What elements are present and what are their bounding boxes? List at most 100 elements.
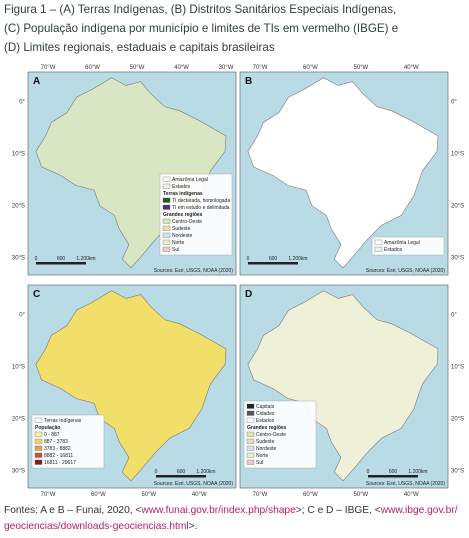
scale-label: 1.200km xyxy=(408,469,427,475)
legend-label: TI em estudo e delimitada xyxy=(172,205,230,211)
legend-box xyxy=(31,414,105,469)
legend-label: Estados xyxy=(384,247,403,253)
legend-swatch xyxy=(246,445,255,451)
caption-line: (D) Limites regionais, estaduais e capit… xyxy=(4,41,275,54)
caption-line: (C) População indígena por município e l… xyxy=(4,22,398,35)
legend-swatch xyxy=(162,197,171,203)
legend-label: Norte xyxy=(256,453,268,459)
scale-label: 600 xyxy=(57,256,66,262)
scale-label: 0 xyxy=(155,469,158,475)
latitude-label: 10°S xyxy=(451,152,464,158)
longitude-label: 40°W xyxy=(192,492,207,498)
longitude-label: 30°W xyxy=(219,65,234,71)
longitude-label: 40°W xyxy=(404,65,419,71)
legend-heading: Terras indígenas xyxy=(163,191,203,197)
legend-label: Amazônia Legal xyxy=(172,177,208,183)
latitude-label: 20°S xyxy=(451,417,464,423)
source-link[interactable]: www.ibge.gov.br/ xyxy=(380,505,458,516)
longitude-label: 60°W xyxy=(303,492,318,498)
latitude-label: 30°S xyxy=(451,469,464,475)
map-credit: Sources: Esri, USGS, NOAA (2020) xyxy=(154,481,234,487)
legend-label: Capitais xyxy=(256,404,275,410)
scale-label: 1.200km xyxy=(196,469,215,475)
legend-swatch xyxy=(246,452,255,458)
longitude-label: 70°W xyxy=(253,492,268,498)
latitude-label: 30°S xyxy=(12,469,25,475)
legend-box xyxy=(243,400,317,469)
source-line: geociencias/downloads-geociencias.html>. xyxy=(4,521,197,532)
legend-swatch xyxy=(162,232,171,238)
legend-label: Centro-Oeste xyxy=(172,219,202,225)
legend-swatch xyxy=(162,183,171,189)
legend-swatch xyxy=(34,452,43,458)
legend-swatch xyxy=(374,239,383,245)
legend-label: Amazônia Legal xyxy=(384,240,420,246)
legend-swatch xyxy=(162,246,171,252)
longitude-label: 60°W xyxy=(303,65,318,71)
panel-letter: A xyxy=(33,76,40,87)
source-link[interactable]: geociencias/downloads-geociencias.html xyxy=(4,521,189,532)
legend-swatch xyxy=(246,403,255,409)
legend-swatch xyxy=(374,246,383,252)
latitude-label: 20°S xyxy=(451,204,464,210)
legend-swatch xyxy=(246,431,255,437)
legend-label: Estados xyxy=(172,184,191,190)
legend-label: 887 - 3783 xyxy=(44,439,68,445)
legend-swatch xyxy=(34,431,43,437)
legend-label: 3783 - 8882 xyxy=(44,446,71,452)
legend-label: Sul xyxy=(256,460,263,466)
latitude-label: 0° xyxy=(19,100,25,106)
panel-letter: B xyxy=(245,76,252,87)
legend-label: Estados xyxy=(256,418,275,424)
latitude-label: 20°S xyxy=(12,204,25,210)
panel-letter: D xyxy=(245,289,252,300)
latitude-label: 30°S xyxy=(451,256,464,262)
legend-label: 0 - 887 xyxy=(44,432,60,438)
legend-swatch xyxy=(34,417,43,423)
legend-swatch xyxy=(162,239,171,245)
scale-label: 0 xyxy=(247,256,250,262)
legend-label: Nordeste xyxy=(256,446,277,452)
legend-box xyxy=(371,236,445,256)
legend-label: Nordeste xyxy=(172,233,193,239)
latitude-label: 20°S xyxy=(12,417,25,423)
longitude-label: 50°W xyxy=(353,65,368,71)
legend-label: 8882 - 16811 xyxy=(44,453,73,459)
legend-swatch xyxy=(246,417,255,423)
legend-label: Centro-Oeste xyxy=(256,432,286,438)
legend-swatch xyxy=(34,445,43,451)
legend-label: 16811 - 29617 xyxy=(44,460,76,466)
latitude-label: 30°S xyxy=(12,256,25,262)
scale-label: 1.200km xyxy=(76,256,95,262)
legend-box xyxy=(159,173,233,256)
scale-bar xyxy=(36,262,86,265)
latitude-label: 10°S xyxy=(12,152,25,158)
longitude-label: 50°W xyxy=(130,65,145,71)
scale-bar xyxy=(368,475,418,478)
legend-label: Sudeste xyxy=(256,439,275,445)
scale-bar xyxy=(248,262,298,265)
source-suffix: >. xyxy=(189,521,198,532)
legend-swatch xyxy=(34,438,43,444)
latitude-label: 0° xyxy=(19,313,25,319)
legend-label: Sudeste xyxy=(172,226,191,232)
source-line: Fontes: A e B – Funai, 2020, <www.funai.… xyxy=(4,505,458,516)
source-link[interactable]: www.funai.gov.br/index.php/shape xyxy=(140,505,296,516)
panel-letter: C xyxy=(33,289,40,300)
source-middle: >; C e D – IBGE, < xyxy=(296,505,381,516)
latitude-label: 0° xyxy=(451,100,457,106)
legend-swatch xyxy=(162,218,171,224)
legend-heading: Grandes regiões xyxy=(247,425,287,431)
legend-heading: Grandes regiões xyxy=(163,212,203,218)
legend-swatch xyxy=(246,410,255,416)
legend-label: Terras Indígenas xyxy=(44,418,82,424)
latitude-label: 10°S xyxy=(12,365,25,371)
scale-label: 1.200km xyxy=(288,256,307,262)
scale-label: 600 xyxy=(269,256,278,262)
scale-label: 0 xyxy=(367,469,370,475)
scale-label: 600 xyxy=(177,469,186,475)
scale-label: 600 xyxy=(389,469,398,475)
